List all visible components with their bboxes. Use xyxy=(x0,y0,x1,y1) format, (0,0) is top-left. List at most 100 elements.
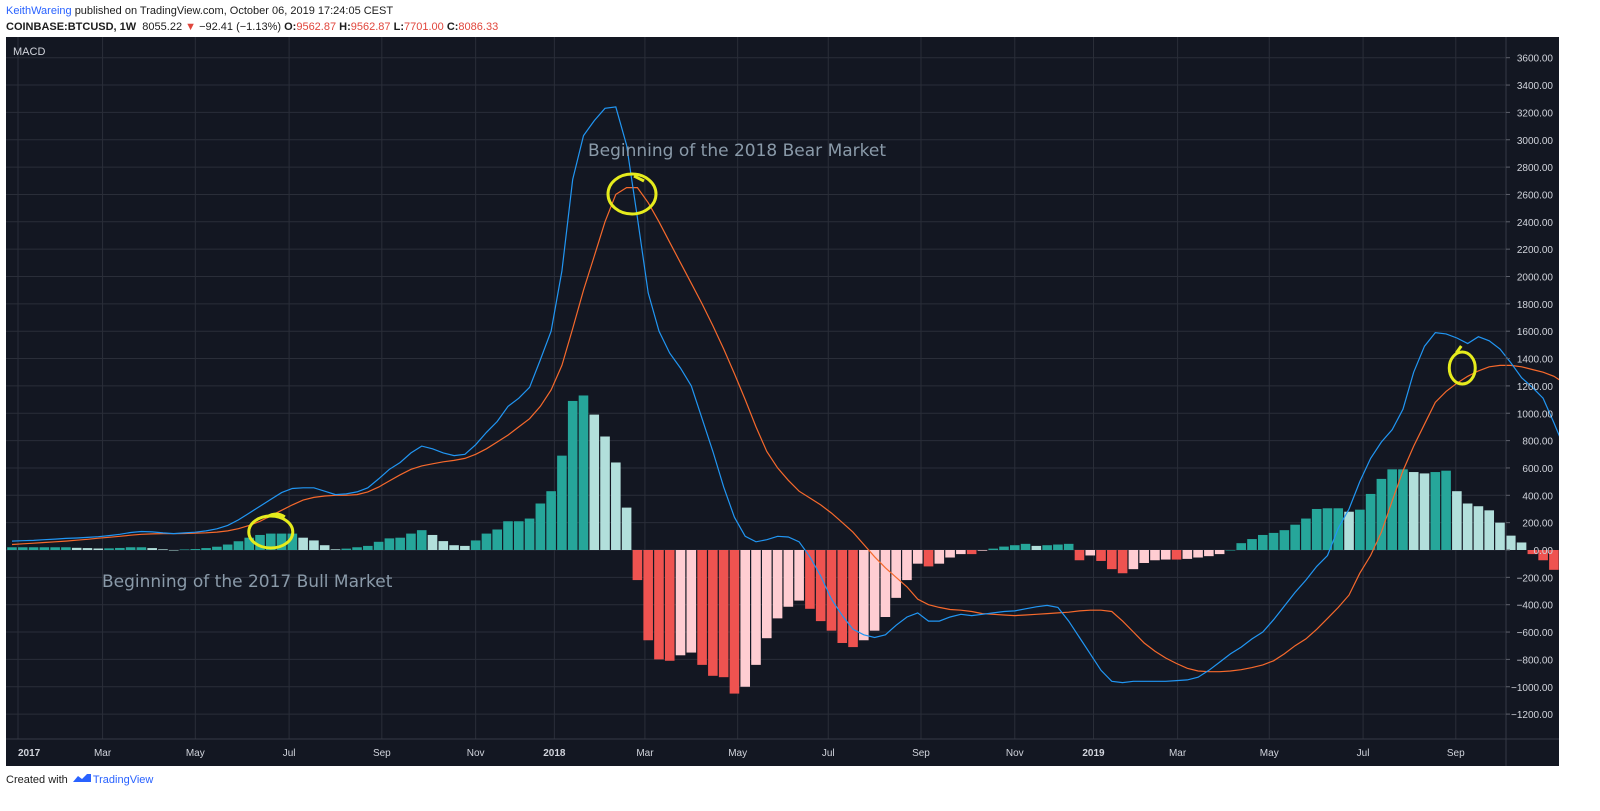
histogram-bar xyxy=(977,550,988,551)
histogram-bar xyxy=(1473,506,1484,550)
histogram-bar xyxy=(1171,550,1182,560)
x-tick-label: May xyxy=(186,748,205,759)
y-tick-label: −200.00 xyxy=(1517,573,1554,584)
annotation-bear-market: Beginning of the 2018 Bear Market xyxy=(588,141,886,161)
x-tick-label: Sep xyxy=(1447,748,1465,759)
histogram-bar xyxy=(341,548,352,550)
histogram-bar xyxy=(427,534,438,550)
y-tick-label: 3400.00 xyxy=(1517,81,1554,92)
histogram-bar xyxy=(697,550,707,665)
histogram-bar xyxy=(1301,518,1311,550)
y-tick-label: −600.00 xyxy=(1517,628,1554,639)
histogram-bar xyxy=(384,538,395,550)
histogram-bar xyxy=(869,550,880,631)
y-tick-label: −800.00 xyxy=(1517,655,1554,666)
histogram-bar xyxy=(1387,469,1397,550)
histogram-bar xyxy=(1290,524,1300,550)
histogram-bar xyxy=(815,550,826,622)
y-tick-label: 600.00 xyxy=(1522,464,1553,475)
macd-chart-svg[interactable]: MACD Beginning of the 2018 Bear Market B… xyxy=(6,37,1559,766)
y-tick-label: 3200.00 xyxy=(1517,108,1554,119)
close-value: 8086.33 xyxy=(458,21,499,33)
y-axis[interactable]: 3600.00 3400.00 3200.00 3000.00 2800.00 2600.… xyxy=(1505,37,1554,766)
histogram-bar xyxy=(28,547,39,550)
annotation-bull-market: Beginning of the 2017 Bull Market xyxy=(102,572,393,592)
x-axis[interactable]: 2017 Mar May Jul Sep Nov 2018 Mar May Jul Sep Nov 20… xyxy=(6,738,1559,759)
y-tick-label: 200.00 xyxy=(1522,519,1553,530)
histogram-bar xyxy=(740,550,751,687)
histogram-bar xyxy=(1311,508,1322,550)
low-label: L: xyxy=(393,21,404,33)
y-tick-label: 2400.00 xyxy=(1517,218,1554,229)
x-tick-label: May xyxy=(728,748,747,759)
symbol-label: COINBASE:BTCUSD, 1W xyxy=(6,21,137,33)
late-circle-tail xyxy=(1455,345,1463,354)
histogram-bar xyxy=(1322,508,1333,550)
histogram-bar xyxy=(61,547,71,550)
histogram-bar xyxy=(1214,550,1225,555)
histogram-bar xyxy=(1462,503,1473,550)
histogram-bar xyxy=(1452,491,1462,550)
histogram-bar xyxy=(1398,469,1408,550)
histogram-bar xyxy=(1257,534,1268,550)
histogram-bar xyxy=(1279,530,1290,550)
histogram-bar xyxy=(988,548,999,550)
histogram-bar xyxy=(837,550,848,643)
open-value: 9562.87 xyxy=(296,21,337,33)
histogram-bar xyxy=(1484,510,1495,550)
histogram-bar xyxy=(1128,550,1139,570)
chart-area[interactable]: MACD Beginning of the 2018 Bear Market B… xyxy=(6,37,1559,766)
histogram-bar xyxy=(546,491,556,550)
histogram-bar xyxy=(783,550,794,607)
y-tick-label: 2800.00 xyxy=(1517,163,1554,174)
histogram-bar xyxy=(956,550,966,555)
histogram-bar xyxy=(805,550,815,609)
histogram-bar xyxy=(168,550,179,551)
histogram-bar xyxy=(1236,543,1247,550)
histogram-bar xyxy=(1139,550,1149,563)
author-link[interactable]: KeithWareing xyxy=(6,5,72,17)
histogram-bar xyxy=(136,547,147,550)
x-tick-label: 2017 xyxy=(18,748,41,759)
histogram-bar xyxy=(244,537,255,550)
histogram-bar xyxy=(513,521,524,550)
histogram-bar xyxy=(567,400,578,550)
histogram-bar xyxy=(1193,550,1203,558)
histogram-bar xyxy=(1516,542,1527,550)
tradingview-brand-link[interactable]: TradingView xyxy=(92,774,154,786)
histogram-bar xyxy=(632,550,643,581)
histogram-bar xyxy=(1031,545,1042,550)
histogram-bar xyxy=(718,550,729,678)
histogram-bar xyxy=(535,503,546,550)
indicator-label: MACD xyxy=(13,46,45,58)
last-price: 8055.22 xyxy=(142,21,183,33)
down-arrow-icon: ▼ xyxy=(185,21,197,33)
histogram-bar xyxy=(147,548,157,550)
histogram-bar xyxy=(1505,535,1516,550)
histogram-bar xyxy=(912,550,923,564)
histogram-bar xyxy=(1009,545,1020,550)
histogram-bar xyxy=(945,550,955,558)
y-tick-label: 1000.00 xyxy=(1517,409,1554,420)
histogram-bar xyxy=(1042,545,1052,550)
histogram-bar xyxy=(104,548,114,550)
histogram-bar xyxy=(460,545,470,550)
x-tick-label: Jul xyxy=(1357,748,1370,759)
y-tick-label: 2000.00 xyxy=(1517,273,1554,284)
histogram-bar xyxy=(233,541,244,550)
histogram-bar xyxy=(578,395,589,550)
y-tick-label: 0.00 xyxy=(1534,546,1554,557)
histogram-bar xyxy=(1355,509,1365,550)
histogram-bar xyxy=(82,548,93,550)
late-cross-circle xyxy=(1447,350,1477,386)
histogram-bar xyxy=(1225,550,1236,551)
bull-circle-tail xyxy=(266,512,286,519)
y-tick-label: 1200.00 xyxy=(1517,382,1554,393)
histogram-bar xyxy=(1160,550,1171,560)
histogram-bar xyxy=(600,436,610,550)
histogram-bar xyxy=(826,550,837,631)
histogram-bar xyxy=(1204,550,1214,557)
histogram-bar xyxy=(848,550,858,648)
created-with-text: Created with xyxy=(6,774,68,786)
histogram-bar xyxy=(1419,473,1430,550)
